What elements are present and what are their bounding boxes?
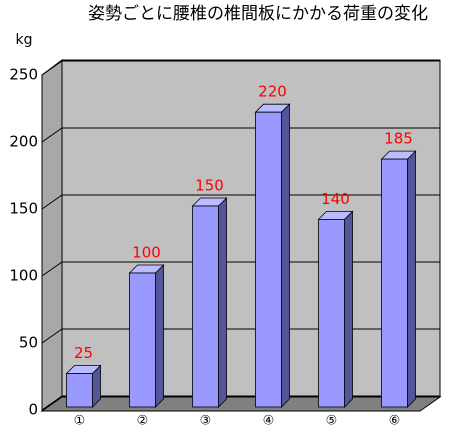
y-axis-label: kg <box>16 32 33 48</box>
grid-line <box>41 261 63 277</box>
floor <box>40 396 442 412</box>
grid-line <box>41 395 63 411</box>
y-tick-label: 50 <box>19 334 38 352</box>
data-label: 140 <box>321 190 350 208</box>
bar-side <box>281 103 290 408</box>
bar <box>129 272 156 408</box>
chart-title: 姿勢ごとに腰椎の椎間板にかかる荷重の変化 <box>88 4 428 24</box>
x-tick-label: ① <box>74 414 86 429</box>
grid-line <box>41 60 63 76</box>
x-tick-label: ③ <box>200 414 212 429</box>
data-label: 185 <box>384 130 413 148</box>
bar <box>192 205 219 408</box>
grid-line <box>41 127 63 143</box>
y-tick-label: 250 <box>9 66 38 84</box>
bar <box>381 158 408 408</box>
x-tick-label: ② <box>137 414 149 429</box>
bar-side <box>407 150 416 408</box>
data-label: 100 <box>132 244 161 262</box>
y-tick-label: 100 <box>9 267 38 285</box>
y-tick-label: 0 <box>28 401 38 419</box>
data-label: 220 <box>258 83 287 101</box>
bar-side <box>218 197 227 408</box>
x-tick-label: ⑤ <box>326 414 338 429</box>
y-tick-label: 150 <box>9 200 38 218</box>
data-label: 150 <box>195 177 224 195</box>
bar <box>255 111 282 408</box>
bar-side <box>155 264 164 408</box>
x-tick-label: ⑥ <box>389 414 401 429</box>
x-tick-label: ④ <box>263 414 275 429</box>
y-tick-label: 200 <box>9 133 38 151</box>
side-wall <box>41 59 63 412</box>
bar <box>66 373 93 408</box>
bar-side <box>344 210 353 408</box>
grid-line <box>41 194 63 210</box>
bar <box>318 218 345 408</box>
data-label: 25 <box>74 344 93 362</box>
grid-line <box>41 328 63 344</box>
